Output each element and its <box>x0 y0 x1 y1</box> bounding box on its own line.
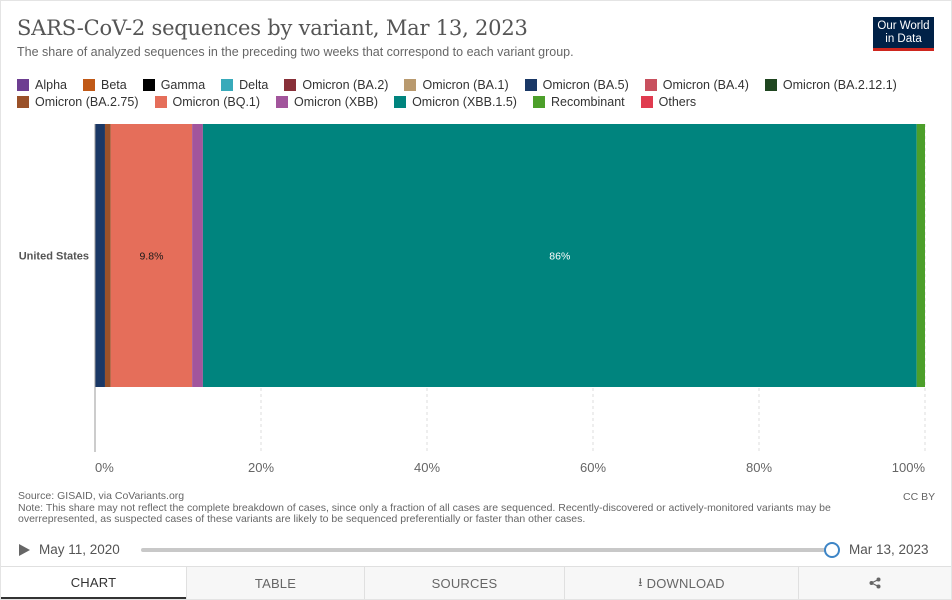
license-label[interactable]: CC BY <box>903 491 936 503</box>
bar-segment <box>110 124 193 387</box>
timeline: May 11, 2020 Mar 13, 2023 <box>17 540 937 560</box>
tab-download-label: DOWNLOAD <box>646 575 725 591</box>
legend-swatch <box>640 95 653 108</box>
logo-line-1: Our World <box>877 20 930 32</box>
legend-swatch <box>764 78 777 91</box>
legend-swatch <box>276 95 289 108</box>
timeline-handle[interactable] <box>824 542 840 558</box>
owid-logo[interactable]: Our World in Data <box>873 17 934 51</box>
category-label: United States <box>19 251 89 263</box>
legend-item-omicron-ba5[interactable]: Omicron (BA.5) <box>524 77 629 92</box>
legend-swatch <box>284 78 297 91</box>
bar-segment <box>104 124 111 387</box>
legend-swatch <box>154 95 167 108</box>
x-tick-label: 0% <box>95 460 114 475</box>
legend-label: Gamma <box>160 77 206 92</box>
share-icon <box>869 577 881 589</box>
legend-label: Omicron (BA.1) <box>422 77 509 92</box>
x-tick-label: 20% <box>248 460 274 475</box>
data-label: 86% <box>549 251 570 263</box>
legend-row: Alpha Beta Gamma Delta Omicron (BA.2) Om… <box>17 76 917 93</box>
legend-label: Others <box>658 94 697 109</box>
source-note: Source: GISAID, via CoVariants.org <box>18 490 185 502</box>
legend-swatch <box>142 78 155 91</box>
bar-segment <box>192 124 203 387</box>
x-tick-label: 40% <box>414 460 440 475</box>
legend-label: Beta <box>100 77 127 92</box>
legend-label: Recombinant <box>550 94 625 109</box>
tab-chart-label: CHART <box>70 574 117 590</box>
legend-item-gamma[interactable]: Gamma <box>142 77 206 92</box>
legend-swatch <box>532 95 545 108</box>
legend-swatch <box>17 78 29 91</box>
tab-table[interactable]: TABLE <box>186 567 364 599</box>
legend-label: Omicron (BA.2) <box>302 77 389 92</box>
legend: Alpha Beta Gamma Delta Omicron (BA.2) Om… <box>17 76 917 110</box>
data-label: 9.8% <box>139 251 163 263</box>
stacked-bar-chart: 9.8% 86% United States 0% 20% 40% 60% 80% 100% <box>19 124 926 475</box>
legend-item-omicron-ba2121[interactable]: Omicron (BA.2.12.1) <box>764 77 897 92</box>
legend-swatch <box>524 78 537 91</box>
legend-item-omicron-xbb15[interactable]: Omicron (XBB.1.5) <box>394 95 517 109</box>
legend-label: Delta <box>239 77 269 92</box>
logo-line-2: in Data <box>885 33 922 45</box>
timeline-end-label[interactable]: Mar 13, 2023 <box>849 542 929 557</box>
legend-item-beta[interactable]: Beta <box>82 77 127 92</box>
chart-footer: Source: GISAID, via CoVariants.org Note:… <box>18 490 888 526</box>
chart-title: SARS-CoV-2 sequences by variant, Mar 13,… <box>17 16 528 40</box>
footnote: Note: This share may not reflect the com… <box>18 501 831 525</box>
legend-swatch <box>644 78 657 91</box>
legend-item-recombinant[interactable]: Recombinant <box>532 94 625 109</box>
legend-row: Omicron (BA.2.75) Omicron (BQ.1) Omicron… <box>17 93 917 110</box>
legend-item-omicron-ba2[interactable]: Omicron (BA.2) <box>284 78 388 92</box>
tab-sources[interactable]: SOURCES <box>364 567 564 599</box>
legend-label: Alpha <box>35 77 67 92</box>
bar-segment <box>916 124 925 387</box>
legend-item-omicron-ba1[interactable]: Omicron (BA.1) <box>404 77 509 92</box>
legend-swatch <box>17 95 29 108</box>
tab-download[interactable]: ⭳ DOWNLOAD <box>564 567 798 599</box>
bar-segment <box>95 124 105 387</box>
legend-label: Omicron (XBB) <box>294 94 379 109</box>
chart-subtitle: The share of analyzed sequences in the p… <box>17 45 574 59</box>
legend-label: Omicron (XBB.1.5) <box>412 94 517 109</box>
play-icon[interactable] <box>19 544 30 556</box>
legend-label: Omicron (BA.2.75) <box>35 94 139 109</box>
legend-item-omicron-xbb[interactable]: Omicron (XBB) <box>276 95 378 109</box>
timeline-track[interactable] <box>141 548 832 552</box>
legend-item-omicron-ba4[interactable]: Omicron (BA.4) <box>644 77 749 92</box>
legend-swatch <box>221 78 234 91</box>
x-tick-label: 60% <box>580 460 606 475</box>
share-button[interactable] <box>798 567 951 599</box>
legend-swatch <box>82 78 95 91</box>
legend-item-omicron-bq1[interactable]: Omicron (BQ.1) <box>154 94 261 109</box>
legend-label: Omicron (BA.4) <box>662 77 749 92</box>
legend-swatch <box>404 78 417 91</box>
legend-item-alpha[interactable]: Alpha <box>17 78 67 92</box>
legend-item-delta[interactable]: Delta <box>221 78 268 92</box>
download-icon: ⭳ <box>638 574 643 589</box>
legend-item-others[interactable]: Others <box>640 94 697 109</box>
tab-sources-label: SOURCES <box>431 575 498 591</box>
x-tick-label: 80% <box>746 460 772 475</box>
legend-label: Omicron (BA.2.12.1) <box>782 77 897 92</box>
tab-chart[interactable]: CHART <box>1 567 186 599</box>
legend-label: Omicron (BA.5) <box>542 77 629 92</box>
tab-table-label: TABLE <box>254 575 297 591</box>
legend-item-omicron-ba275[interactable]: Omicron (BA.2.75) <box>17 95 139 109</box>
tab-bar: CHART TABLE SOURCES ⭳ DOWNLOAD <box>1 566 951 599</box>
legend-label: Omicron (BQ.1) <box>172 94 261 109</box>
legend-swatch <box>394 95 407 108</box>
timeline-start-label[interactable]: May 11, 2020 <box>39 542 120 557</box>
bar-segment <box>202 124 917 387</box>
x-tick-label: 100% <box>892 460 926 475</box>
